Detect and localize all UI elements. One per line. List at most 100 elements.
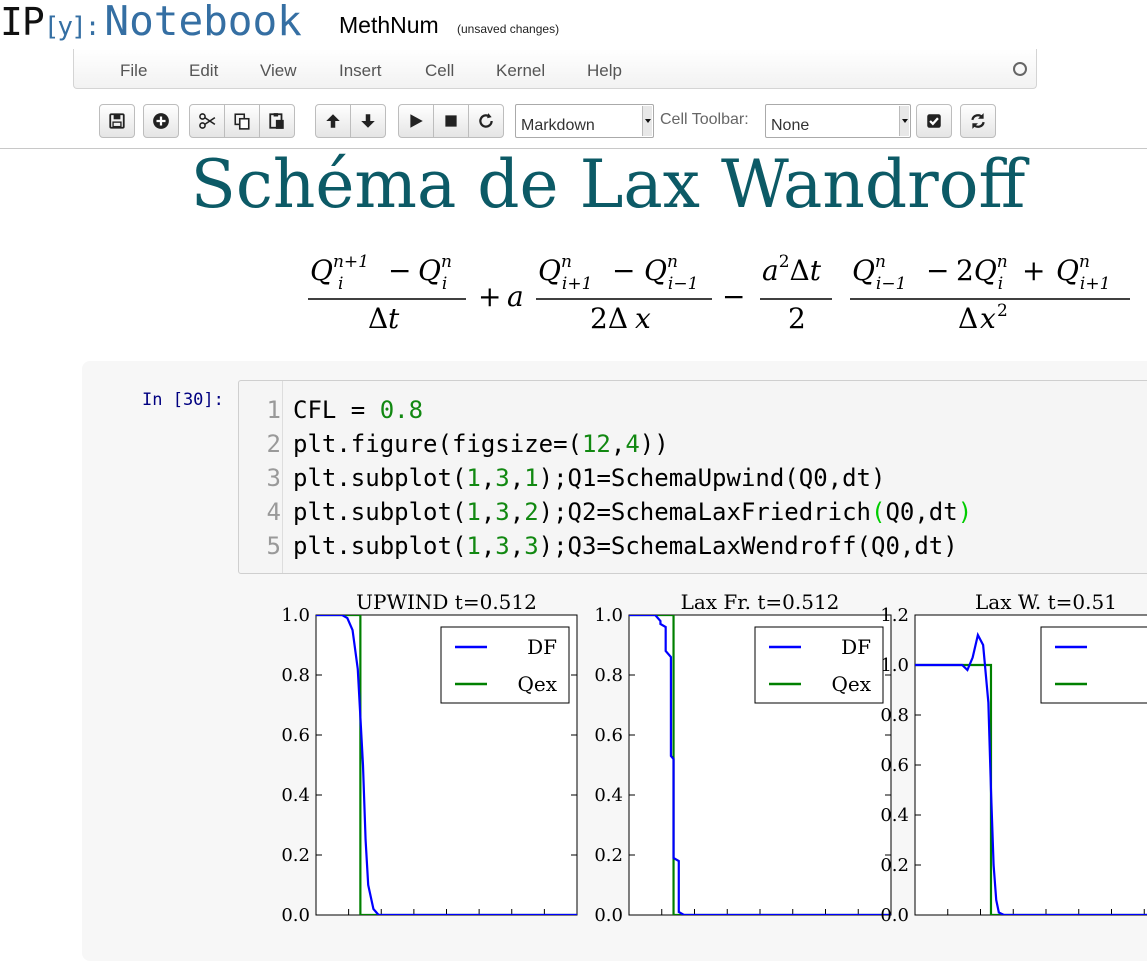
line-number-gutter bbox=[239, 381, 283, 573]
toolbar-group-checkbox bbox=[916, 104, 952, 138]
y-tick-label: 0.6 bbox=[880, 755, 909, 776]
legend-label: Qex bbox=[831, 672, 871, 696]
line-number: 3 bbox=[266, 464, 281, 492]
stop-icon bbox=[445, 115, 457, 127]
copy-icon bbox=[234, 113, 250, 130]
menu-edit[interactable]: Edit bbox=[189, 61, 219, 80]
svg-text:Qni: Qn i bbox=[418, 252, 452, 294]
menu-insert[interactable]: Insert bbox=[339, 61, 382, 80]
menu-kernel[interactable]: Kernel bbox=[496, 61, 546, 80]
paste-button[interactable] bbox=[259, 104, 295, 138]
svg-text:+: + bbox=[1022, 254, 1045, 287]
logo-notebook-text: Notebook bbox=[104, 0, 302, 45]
svg-text:Qni+1: Qn i+1 bbox=[538, 252, 592, 294]
toolbar-group-move bbox=[315, 104, 386, 138]
cell-type-value: Markdown bbox=[521, 117, 595, 134]
arrow-up-icon bbox=[326, 114, 340, 128]
code-line[interactable]: 2 plt.figure(figsize=(12,4)) bbox=[239, 427, 1147, 461]
legend-box bbox=[440, 626, 570, 704]
cut-button[interactable] bbox=[189, 104, 225, 138]
legend-box bbox=[1040, 626, 1147, 704]
y-tick-label: 0.8 bbox=[594, 665, 623, 686]
svg-text:+: + bbox=[478, 280, 501, 313]
y-tick-label: 0.6 bbox=[281, 725, 310, 746]
legend-label: DF bbox=[841, 635, 871, 659]
plus-circle-icon bbox=[153, 113, 169, 129]
menu-help[interactable]: Help bbox=[587, 61, 622, 80]
subplot-title: Lax Fr. t=0.512 bbox=[681, 590, 840, 614]
toolbar-group-save bbox=[99, 104, 135, 138]
y-tick-label: 1.0 bbox=[880, 655, 909, 676]
y-tick-label: 0.0 bbox=[594, 905, 623, 925]
checkbox-button[interactable] bbox=[916, 104, 952, 138]
markdown-heading: Schéma de Lax Wandroff bbox=[190, 146, 1026, 223]
cell-type-select[interactable]: Markdown bbox=[515, 104, 654, 138]
code-line[interactable]: 1 CFL = 0.8 bbox=[239, 393, 1147, 427]
code-editor[interactable]: 1 CFL = 0.8 2 plt.figure(figsize=(12,4)) 3… bbox=[238, 380, 1147, 574]
code-line[interactable]: 5 plt.subplot(1,3,3);Q3=SchemaLaxWendroff… bbox=[239, 529, 1147, 563]
interrupt-button[interactable] bbox=[433, 104, 469, 138]
legend-box bbox=[754, 626, 884, 704]
copy-button[interactable] bbox=[224, 104, 260, 138]
menu-file[interactable]: File bbox=[120, 61, 148, 80]
code-line[interactable]: 3 plt.subplot(1,3,1);Q1=SchemaUpwind(Q0,d… bbox=[239, 461, 1147, 495]
toolbar-group-run bbox=[398, 104, 504, 138]
svg-text:x: x bbox=[635, 302, 651, 335]
toolbar-group-sync bbox=[960, 104, 996, 138]
line-number: 4 bbox=[266, 498, 281, 526]
sync-icon bbox=[971, 113, 985, 129]
subplot-3: 0.0 0.2 0.4 0.6 0.8 1.0 1.2 Lax W. t=0.51 bbox=[880, 590, 1147, 925]
cell-toolbar-select[interactable]: None bbox=[765, 104, 911, 138]
notebook-name[interactable]: MethNum bbox=[339, 12, 439, 38]
code-line[interactable]: 4 plt.subplot(1,3,2);Q2=SchemaLaxFriedric… bbox=[239, 495, 1147, 529]
logo-py-text: [y]: bbox=[43, 12, 101, 42]
input-prompt: In [30]: bbox=[142, 390, 224, 410]
code-text: plt.subplot(1,3,2);Q2=SchemaLaxFriedrich… bbox=[293, 498, 973, 526]
ipython-logo[interactable]: IP[y]: Notebook bbox=[0, 0, 302, 45]
y-tick-label: 0.0 bbox=[281, 905, 310, 925]
y-tick-label: 0.4 bbox=[880, 805, 909, 826]
save-status: (unsaved changes) bbox=[457, 22, 560, 36]
code-text: plt.figure(figsize=(12,4)) bbox=[293, 430, 669, 458]
svg-text:t: t bbox=[388, 302, 400, 335]
line-number: 2 bbox=[266, 430, 281, 458]
menu-cell[interactable]: Cell bbox=[425, 61, 455, 80]
svg-text:Qn+1i: Qn+1 i bbox=[310, 252, 369, 294]
save-button[interactable] bbox=[99, 104, 135, 138]
svg-text:Qni−1: Qn i−1 bbox=[852, 252, 906, 294]
cell-toolbar-label: Cell Toolbar: bbox=[660, 111, 749, 128]
y-tick-label: 0.0 bbox=[880, 905, 909, 925]
play-icon bbox=[410, 114, 423, 128]
svg-text:a: a bbox=[507, 280, 524, 313]
y-tick-label: 0.8 bbox=[281, 665, 310, 686]
svg-text:2: 2 bbox=[997, 301, 1008, 321]
insert-cell-button[interactable] bbox=[143, 104, 179, 138]
restart-button[interactable] bbox=[468, 104, 504, 138]
toolbar-group-edit bbox=[189, 104, 295, 138]
checkbox-icon bbox=[927, 114, 941, 128]
series-line-df bbox=[316, 615, 577, 915]
y-tick-label: 1.2 bbox=[880, 605, 909, 626]
svg-text:Qni−1: Qn i−1 bbox=[644, 252, 698, 294]
series-line-df bbox=[629, 615, 891, 915]
legend-label: DF bbox=[527, 635, 557, 659]
move-down-button[interactable] bbox=[350, 104, 386, 138]
code-text: plt.subplot(1,3,3);Q3=SchemaLaxWendroff(… bbox=[293, 532, 958, 560]
sync-button[interactable] bbox=[960, 104, 996, 138]
logo-ip-text: IP bbox=[0, 0, 45, 44]
y-tick-label: 1.0 bbox=[594, 605, 623, 626]
menubar: File Edit View Insert Cell Kernel Help bbox=[73, 49, 1037, 89]
subplot-title: Lax W. t=0.51 bbox=[975, 590, 1117, 614]
run-button[interactable] bbox=[398, 104, 434, 138]
move-up-button[interactable] bbox=[315, 104, 351, 138]
svg-text:x: x bbox=[980, 302, 996, 335]
series-line-qex bbox=[316, 615, 577, 915]
toolbar-group-insert bbox=[143, 104, 179, 138]
line-number: 1 bbox=[266, 396, 281, 424]
notebook-header: IP[y]: Notebook MethNum (unsaved changes) bbox=[0, 0, 1147, 48]
svg-text:−: − bbox=[926, 254, 949, 287]
menu-view[interactable]: View bbox=[260, 61, 297, 80]
